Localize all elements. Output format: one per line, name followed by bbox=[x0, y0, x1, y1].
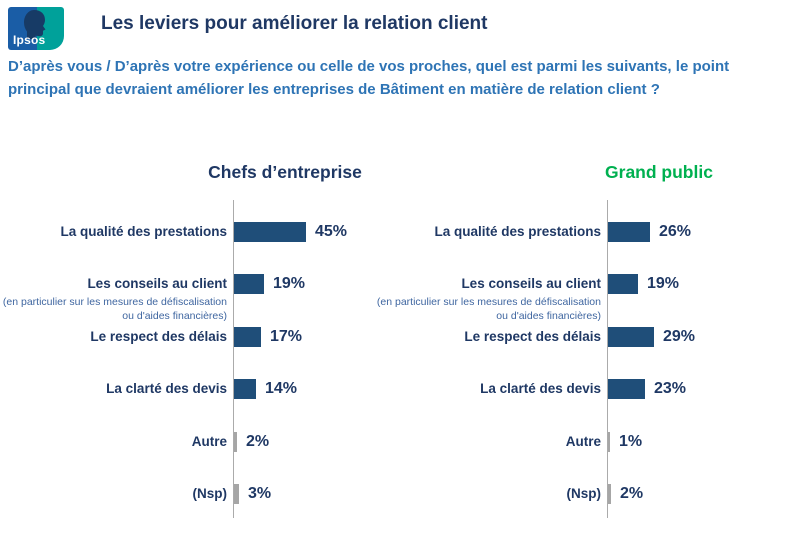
chart-title: Grand public bbox=[605, 162, 713, 182]
value-label: 1% bbox=[619, 433, 643, 450]
category-label: Autre bbox=[191, 434, 227, 449]
category-label: La clarté des devis bbox=[106, 381, 227, 396]
value-label: 17% bbox=[270, 328, 303, 345]
bar bbox=[234, 274, 264, 294]
category-label: Le respect des délais bbox=[464, 329, 601, 344]
value-label: 29% bbox=[663, 328, 696, 345]
bar bbox=[234, 484, 239, 504]
bar bbox=[608, 222, 650, 242]
value-label: 45% bbox=[315, 223, 348, 240]
bar bbox=[234, 432, 237, 452]
bar bbox=[608, 379, 645, 399]
value-label: 2% bbox=[246, 433, 270, 450]
value-label: 26% bbox=[659, 223, 692, 240]
category-label: La qualité des prestations bbox=[60, 224, 227, 239]
category-label: La clarté des devis bbox=[480, 381, 601, 396]
bar bbox=[608, 484, 611, 504]
category-label: Autre bbox=[565, 434, 601, 449]
chart-axis bbox=[607, 200, 608, 518]
chart-title: Chefs d’entreprise bbox=[208, 162, 362, 182]
value-label: 3% bbox=[248, 485, 272, 502]
chart-panel: Grand public La qualité des prestations 26… bbox=[374, 160, 774, 540]
category-label: (Nsp) bbox=[566, 486, 602, 501]
value-label: 23% bbox=[654, 380, 687, 397]
value-label: 14% bbox=[265, 380, 298, 397]
bar bbox=[234, 222, 306, 242]
logo-wordmark: Ipsos bbox=[13, 33, 46, 47]
bar bbox=[608, 327, 654, 347]
person-profile-icon bbox=[24, 10, 46, 39]
category-label: Le respect des délais bbox=[90, 329, 227, 344]
charts-area: Chefs d’entreprise La qualité des prestat… bbox=[0, 160, 800, 540]
question-text: D’après vous / D’après votre expérience … bbox=[8, 58, 730, 98]
bar bbox=[234, 379, 256, 399]
category-note: (en particulier sur les mesures de défis… bbox=[2, 296, 227, 322]
chart-panel: Chefs d’entreprise La qualité des prestat… bbox=[0, 160, 400, 540]
bar bbox=[608, 274, 638, 294]
category-label: Les conseils au client bbox=[461, 276, 601, 291]
chart-axis bbox=[233, 200, 234, 518]
value-label: 19% bbox=[647, 275, 680, 292]
bar bbox=[608, 432, 610, 452]
category-note: (en particulier sur les mesures de défis… bbox=[376, 296, 601, 322]
bar bbox=[234, 327, 261, 347]
ipsos-logo: Ipsos bbox=[8, 7, 64, 50]
category-label: La qualité des prestations bbox=[434, 224, 601, 239]
value-label: 2% bbox=[620, 485, 644, 502]
page-title: Les leviers pour améliorer la relation c… bbox=[101, 13, 488, 34]
category-label: (Nsp) bbox=[192, 486, 228, 501]
value-label: 19% bbox=[273, 275, 306, 292]
category-label: Les conseils au client bbox=[87, 276, 227, 291]
